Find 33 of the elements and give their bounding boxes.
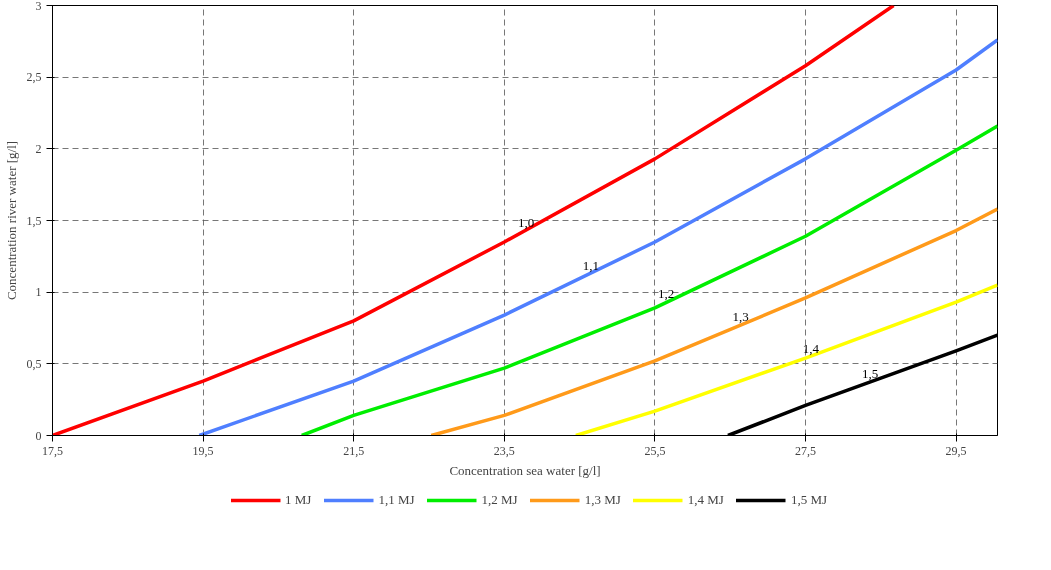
legend-label: 1 MJ	[285, 492, 312, 508]
line-series	[429, 207, 998, 436]
x-tick-label: 19,5	[192, 443, 214, 458]
line-series	[197, 38, 998, 436]
x-tick-label: 29,5	[945, 443, 967, 458]
legend-label: 1,5 MJ	[790, 492, 827, 508]
y-tick-label: 2	[35, 141, 42, 156]
annotation: 1,0	[518, 214, 535, 230]
x-tick-label: 27,5	[794, 443, 816, 458]
legend-label: 1,2 MJ	[481, 492, 518, 508]
annotation: 1,5	[862, 366, 879, 382]
y-tick-label: 2,5	[26, 70, 42, 85]
annotation: 1,1	[582, 257, 600, 273]
x-axis-title: Concentration sea water [g/l]	[449, 462, 601, 478]
y-tick-label: 0	[35, 428, 42, 443]
y-tick-label: 1	[35, 285, 42, 300]
legend-label: 1,4 MJ	[687, 492, 724, 508]
x-tick-label: 21,5	[343, 443, 365, 458]
x-tick-label: 23,5	[493, 443, 515, 458]
y-tick-label: 0,5	[26, 356, 42, 371]
y-tick-label: 3	[35, 0, 42, 13]
legend-label: 1,3 MJ	[584, 492, 621, 508]
y-axis-title: Concentration river water [g/l]	[3, 140, 19, 301]
line-series	[52, 5, 896, 436]
annotation: 1,4	[802, 340, 820, 356]
x-tick-label: 25,5	[644, 443, 666, 458]
line-series	[574, 283, 998, 436]
annotation: 1,3	[732, 309, 749, 325]
annotation: 1,2	[658, 286, 675, 302]
legend-label: 1,1 MJ	[378, 492, 415, 508]
x-tick-label: 17,5	[42, 443, 63, 458]
line-series	[299, 124, 998, 436]
y-tick-label: 1,5	[26, 213, 42, 228]
